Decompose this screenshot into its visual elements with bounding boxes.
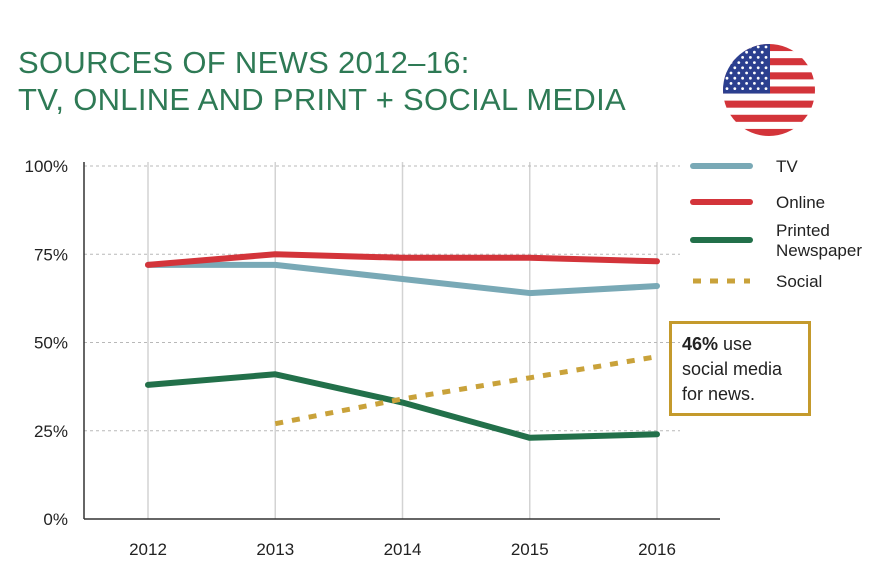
flag-star bbox=[749, 87, 752, 90]
flag-star bbox=[741, 45, 744, 49]
flag-stripe bbox=[723, 107, 815, 116]
flag-star bbox=[764, 66, 768, 70]
flag-star bbox=[756, 76, 760, 80]
flag-star bbox=[756, 87, 760, 90]
flag-star bbox=[753, 50, 756, 54]
flag-star bbox=[745, 50, 748, 54]
flag-star bbox=[749, 66, 752, 70]
flag-star bbox=[764, 45, 768, 49]
chart-title-line-2: TV, ONLINE AND PRINT + SOCIAL MEDIA bbox=[18, 82, 626, 117]
flag-star bbox=[756, 45, 760, 49]
flag-star bbox=[725, 45, 729, 49]
callout-percent: 46% bbox=[682, 334, 719, 354]
x-tick-label: 2016 bbox=[638, 540, 676, 559]
flag-star bbox=[756, 66, 760, 70]
flag-star bbox=[749, 76, 752, 80]
flag-star bbox=[760, 61, 764, 64]
flag-star bbox=[737, 71, 741, 75]
flag-star bbox=[741, 56, 744, 59]
flag-star bbox=[745, 61, 748, 64]
flag-star bbox=[764, 76, 768, 80]
y-tick-label: 50% bbox=[34, 334, 68, 353]
flag-star bbox=[733, 66, 737, 70]
flag-stripe bbox=[723, 100, 815, 108]
flag-stripe bbox=[723, 121, 815, 130]
flag-star bbox=[733, 76, 737, 80]
chart-series bbox=[145, 251, 660, 441]
flag-star bbox=[749, 45, 752, 49]
chart-axes: 0% 25% 50% 75% 100% 2012 2013 2014 2015 2016 bbox=[25, 157, 720, 559]
flag-star bbox=[725, 66, 729, 70]
flag-star bbox=[737, 61, 741, 64]
x-tick-label: 2012 bbox=[129, 540, 167, 559]
legend-label-print-2: Newspaper bbox=[776, 241, 862, 260]
flag-star bbox=[741, 87, 744, 90]
flag-stripe bbox=[723, 114, 815, 123]
social-media-callout: 46% use social media for news. bbox=[669, 321, 811, 416]
y-tick-label: 100% bbox=[25, 157, 68, 176]
flag-star bbox=[745, 71, 748, 75]
flag-stripe bbox=[723, 128, 815, 136]
callout-text-2: social media bbox=[682, 359, 783, 379]
flag-star bbox=[725, 87, 729, 90]
flag-star bbox=[760, 71, 764, 75]
flag-star bbox=[725, 76, 729, 80]
flag-star bbox=[745, 82, 748, 85]
x-tick-label: 2014 bbox=[384, 540, 422, 559]
legend-label-tv: TV bbox=[776, 157, 798, 176]
flag-star bbox=[729, 50, 733, 54]
x-tick-label: 2015 bbox=[511, 540, 549, 559]
flag-star bbox=[753, 82, 756, 85]
series-line-tv bbox=[145, 261, 660, 297]
flag-star bbox=[729, 71, 733, 75]
series-line-print bbox=[145, 371, 660, 441]
flag-star bbox=[741, 66, 744, 70]
flag-star bbox=[733, 45, 737, 49]
chart-title: SOURCES OF NEWS 2012–16: TV, ONLINE AND … bbox=[18, 44, 626, 118]
flag-star bbox=[760, 82, 764, 85]
y-tick-label: 0% bbox=[43, 510, 68, 529]
series-line-social bbox=[274, 354, 658, 427]
flag-star bbox=[753, 61, 756, 64]
flag-star bbox=[764, 87, 768, 90]
flag-star bbox=[733, 87, 737, 90]
flag-star bbox=[753, 71, 756, 75]
flag-star bbox=[749, 56, 752, 59]
chart-title-line-1: SOURCES OF NEWS 2012–16: bbox=[18, 45, 470, 80]
flag-star bbox=[733, 56, 737, 59]
series-line-online bbox=[145, 251, 660, 268]
flag-star bbox=[729, 61, 733, 64]
flag-star bbox=[760, 50, 764, 54]
flag-star bbox=[737, 82, 741, 85]
flag-stripe bbox=[723, 93, 815, 101]
legend-label-social: Social bbox=[776, 272, 822, 291]
chart-grid bbox=[84, 162, 680, 519]
callout-text-3: for news. bbox=[682, 384, 756, 404]
y-tick-label: 75% bbox=[34, 245, 68, 264]
callout-text-1: use bbox=[718, 334, 753, 354]
y-tick-label: 25% bbox=[34, 422, 68, 441]
flag-star bbox=[756, 56, 760, 59]
flag-star bbox=[764, 56, 768, 59]
x-tick-label: 2013 bbox=[256, 540, 294, 559]
us-flag-icon bbox=[723, 44, 815, 136]
legend-label-print-1: Printed bbox=[776, 221, 830, 240]
flag-star bbox=[725, 56, 729, 59]
legend-label-online: Online bbox=[776, 193, 825, 212]
flag-star bbox=[729, 82, 733, 85]
flag-star bbox=[741, 76, 744, 80]
flag-star bbox=[737, 50, 741, 54]
